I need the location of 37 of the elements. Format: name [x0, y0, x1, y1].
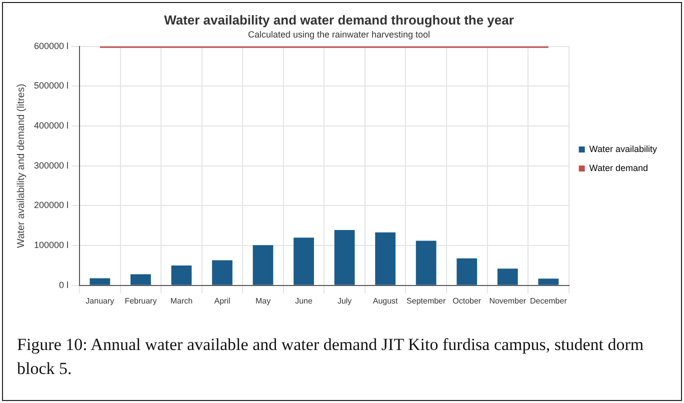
x-tick-label: March	[170, 296, 193, 306]
bar	[130, 274, 151, 285]
bar	[171, 265, 192, 285]
x-tick-label: January	[86, 296, 114, 306]
x-tick-label: September	[406, 296, 446, 306]
x-tick-label: May	[255, 296, 271, 306]
bar	[212, 260, 232, 285]
bar	[456, 258, 478, 285]
x-tick-label: August	[372, 296, 399, 306]
y-axis-title: Water availability and demand (litres)	[16, 84, 27, 248]
x-tick-label: October	[452, 296, 482, 306]
y-tick-label: 300000 l	[34, 160, 69, 170]
x-tick-label: December	[530, 296, 568, 306]
y-tick-label: 100000 l	[34, 240, 69, 250]
legend-label: Water demand	[589, 162, 648, 173]
chart-subtitle: Calculated using the rainwater harvesting tool	[248, 29, 430, 40]
bar	[497, 268, 518, 285]
legend-label: Water availability	[589, 144, 658, 154]
bar	[538, 278, 559, 285]
x-tick-label: February	[124, 296, 157, 306]
chart-title: Water availability and water demand throughout the year	[164, 12, 514, 28]
x-tick-label: November	[489, 296, 526, 306]
x-tick-label: April	[214, 296, 230, 306]
y-tick-label: 500000 l	[34, 80, 69, 91]
y-tick-label: 400000 l	[34, 120, 69, 131]
y-tick-label: 0 l	[59, 280, 69, 290]
x-tick-label: June	[295, 296, 314, 306]
bar	[294, 238, 314, 285]
y-tick-label: 200000 l	[34, 200, 69, 210]
bar	[334, 230, 355, 285]
caption: Figure 10: Annual water available and water demand JIT Kito furdisa campus, student dorm block 5.	[17, 334, 645, 380]
x-tick-label: July	[337, 296, 352, 306]
y-tick-label: 600000 l	[34, 40, 69, 51]
bar	[416, 240, 436, 285]
bar	[90, 278, 110, 285]
bar	[375, 232, 396, 285]
bar	[252, 245, 274, 285]
